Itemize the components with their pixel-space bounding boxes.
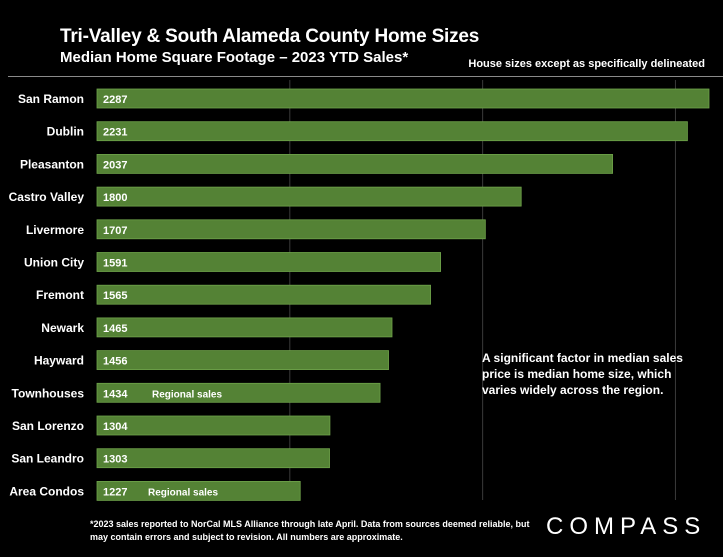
chart-annotation: A significant factor in median sales pri… (482, 351, 683, 397)
bar (96, 317, 393, 338)
category-label: San Ramon (18, 92, 84, 106)
value-label: 2287 (103, 94, 127, 106)
value-label: 1707 (103, 225, 127, 237)
bar (96, 415, 331, 436)
category-label: Hayward (34, 354, 84, 368)
category-label: Area Condos (9, 484, 84, 498)
page-title: Tri-Valley & South Alameda County Home S… (60, 26, 480, 47)
bar-note: Regional sales (152, 389, 222, 400)
value-label: 1303 (103, 454, 127, 466)
bar (96, 252, 441, 272)
bar (96, 186, 522, 207)
bar (96, 88, 710, 109)
category-label: Fremont (36, 288, 84, 302)
bar (96, 284, 431, 305)
value-label: 1304 (103, 421, 128, 433)
value-label: 1800 (103, 192, 127, 204)
compass-logo: COMPASS (546, 513, 707, 540)
value-label: 2037 (103, 159, 127, 171)
chart-note: House sizes except as specifically delin… (468, 58, 705, 70)
value-label: 1434 (103, 388, 128, 400)
footnote: *2023 sales reported to NorCal MLS Allia… (90, 519, 530, 542)
value-label: 1565 (103, 290, 127, 302)
value-label: 1465 (103, 323, 127, 335)
category-label: San Lorenzo (12, 419, 84, 433)
bar (96, 219, 486, 240)
value-label: 2231 (103, 127, 127, 139)
category-label: Townhouses (12, 386, 85, 400)
category-label: Newark (41, 321, 84, 335)
category-label: Union City (24, 256, 84, 270)
category-label: Pleasanton (20, 157, 84, 171)
value-label: 1227 (103, 486, 127, 498)
page-subtitle: Median Home Square Footage – 2023 YTD Sa… (60, 49, 409, 66)
category-label: Castro Valley (9, 190, 85, 204)
category-label: San Leandro (11, 452, 84, 466)
bar (96, 382, 381, 403)
header-divider (8, 76, 723, 77)
value-label: 1591 (103, 258, 127, 270)
bar (96, 448, 330, 469)
category-label: Livermore (26, 223, 84, 237)
bar-chart: San Ramon 2287 Dublin 2231 Pleasanton 2037 Cas… (9, 80, 710, 501)
value-label: 1456 (103, 356, 127, 368)
category-label: Dublin (47, 125, 84, 139)
bar (96, 480, 301, 501)
bar (96, 153, 613, 174)
bar (96, 350, 389, 371)
bar-note: Regional sales (148, 487, 218, 498)
bar (96, 121, 688, 142)
